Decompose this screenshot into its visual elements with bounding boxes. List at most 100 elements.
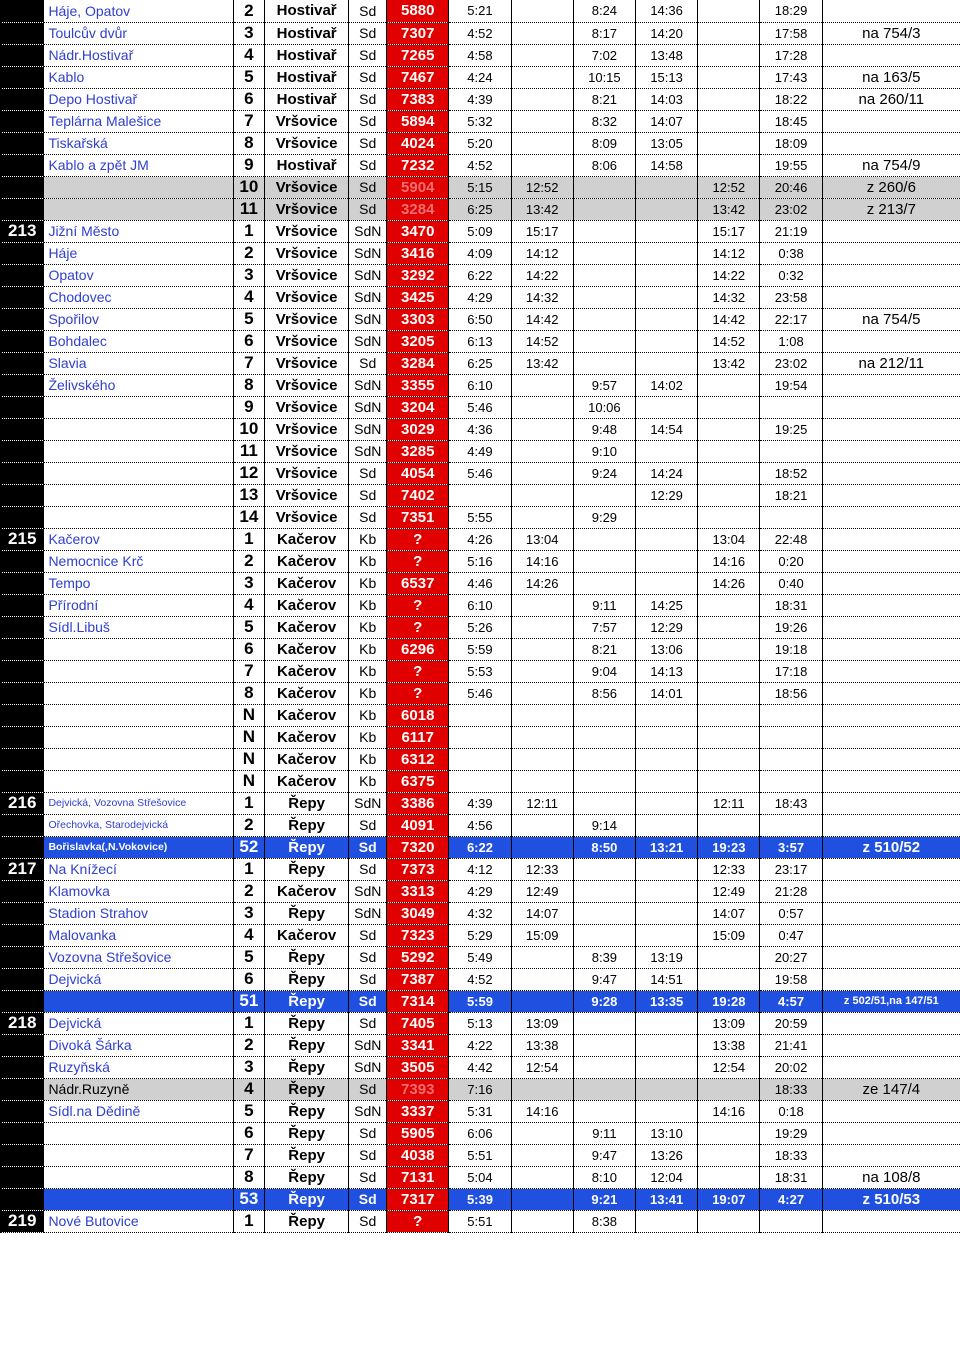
sequence-number: 6 [233,330,264,352]
time-cell: 14:22 [511,264,573,286]
vehicle-code: 7387 [387,968,449,990]
stop-name [44,462,233,484]
line-number [0,242,44,264]
time-cell [573,176,635,198]
depot-name: Hostivař [264,22,348,44]
time-cell: 7:57 [573,616,635,638]
time-cell [449,704,511,726]
sequence-number: N [233,726,264,748]
time-cell: 6:25 [449,352,511,374]
stop-name: Divoká Šárka [44,1034,233,1056]
time-cell [511,726,573,748]
note [822,462,960,484]
note [822,814,960,836]
time-cell: 4:42 [449,1056,511,1078]
time-cell: 5:29 [449,924,511,946]
note [822,1012,960,1034]
time-cell [449,770,511,792]
time-cell: 18:33 [760,1144,822,1166]
vehicle-code: 7402 [387,484,449,506]
note [822,792,960,814]
sequence-number: 13 [233,484,264,506]
vehicle-code: 3205 [387,330,449,352]
time-cell [636,506,698,528]
day-type: Sd [349,946,387,968]
time-cell: 13:38 [511,1034,573,1056]
depot-name: Řepy [264,836,348,858]
time-cell: 13:41 [636,1188,698,1210]
time-cell [573,352,635,374]
table-row: 7ŘepySd40385:519:4713:2618:33 [0,1144,960,1166]
stop-name: Toulcův dvůr [44,22,233,44]
sequence-number: 9 [233,154,264,176]
table-row: 213Jižní Město1VršoviceSdN34705:0915:171… [0,220,960,242]
time-cell: 18:21 [760,484,822,506]
stop-name: Chodovec [44,286,233,308]
time-cell: 10:06 [573,396,635,418]
time-cell: 5:59 [449,990,511,1012]
vehicle-code: 6117 [387,726,449,748]
time-cell [698,1210,760,1232]
table-row: Opatov3VršoviceSdN32926:2214:2214:220:32 [0,264,960,286]
table-row: 11VršoviceSdN32854:499:10 [0,440,960,462]
time-cell [636,1012,698,1034]
depot-name: Vršovice [264,286,348,308]
time-cell: 14:16 [511,550,573,572]
stop-name: Nemocnice Krč [44,550,233,572]
time-cell: 14:12 [511,242,573,264]
time-cell [636,924,698,946]
time-cell [636,1078,698,1100]
time-cell [511,682,573,704]
sequence-number: 14 [233,506,264,528]
table-row: Depo Hostivař6HostivařSd73834:398:2114:0… [0,88,960,110]
vehicle-code: 7405 [387,1012,449,1034]
time-cell: 13:06 [636,638,698,660]
time-cell [511,1144,573,1166]
line-number [0,572,44,594]
time-cell: 18:31 [760,594,822,616]
stop-name [44,198,233,220]
time-cell [573,880,635,902]
day-type: SdN [349,440,387,462]
vehicle-code: 5292 [387,946,449,968]
stop-name [44,396,233,418]
time-cell: 13:09 [511,1012,573,1034]
day-type: Sd [349,858,387,880]
time-cell [573,726,635,748]
line-number [0,1122,44,1144]
time-cell: 6:22 [449,264,511,286]
depot-name: Vršovice [264,418,348,440]
vehicle-code: 5904 [387,176,449,198]
line-number [0,550,44,572]
time-cell [573,484,635,506]
note [822,968,960,990]
stop-name: Přírodní [44,594,233,616]
day-type: Sd [349,132,387,154]
table-row: Divoká Šárka2ŘepySdN33414:2213:3813:3821… [0,1034,960,1056]
table-row: NKačerovKb6117 [0,726,960,748]
table-row: Tempo3KačerovKb65374:4614:2614:260:40 [0,572,960,594]
note [822,858,960,880]
vehicle-code: 4038 [387,1144,449,1166]
line-number [0,418,44,440]
line-number [0,176,44,198]
line-number [0,330,44,352]
time-cell: 5:46 [449,396,511,418]
time-cell: 12:49 [698,880,760,902]
time-cell: 15:09 [511,924,573,946]
day-type: SdN [349,418,387,440]
time-cell [760,506,822,528]
time-cell: 19:58 [760,968,822,990]
time-cell [698,506,760,528]
time-cell: 13:21 [636,836,698,858]
time-cell [573,242,635,264]
line-number [0,902,44,924]
time-cell: 14:42 [698,308,760,330]
depot-name: Vršovice [264,110,348,132]
day-type: Kb [349,594,387,616]
time-cell [511,110,573,132]
stop-name: Opatov [44,264,233,286]
sequence-number: N [233,704,264,726]
time-cell: 18:09 [760,132,822,154]
time-cell: 14:51 [636,968,698,990]
